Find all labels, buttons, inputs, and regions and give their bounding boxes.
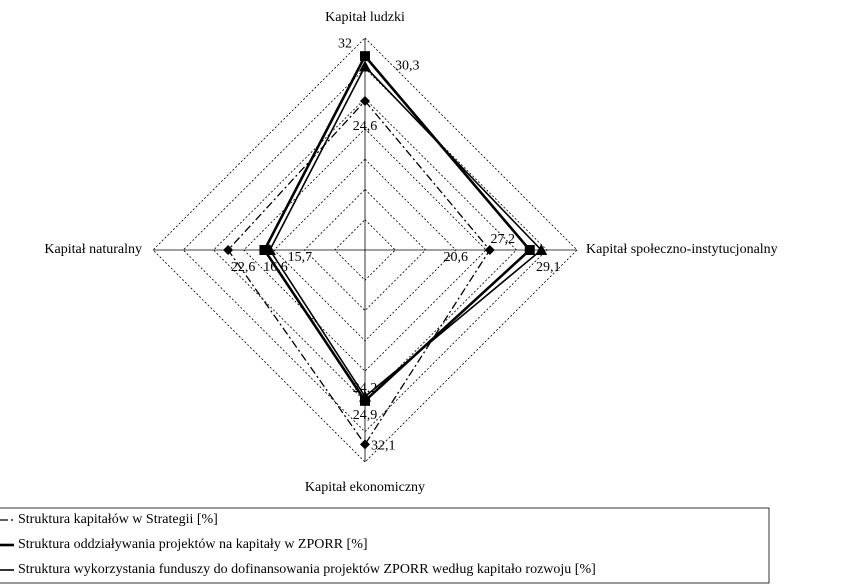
series-line <box>262 53 532 403</box>
marker <box>259 245 270 255</box>
legend-label: Struktura wykorzystania funduszy do dofi… <box>18 562 596 577</box>
legend-label: Struktura oddziaływania projektów na kap… <box>18 537 368 552</box>
data-label: 24,6 <box>353 119 378 134</box>
marker <box>484 245 495 255</box>
marker <box>223 245 234 255</box>
grid-ring <box>303 188 427 312</box>
series-line <box>227 100 491 446</box>
marker <box>524 245 535 255</box>
data-label: 30,3 <box>395 59 420 74</box>
axis-label: Kapitał ludzki <box>325 10 405 25</box>
marker <box>359 390 371 402</box>
legend-box <box>0 507 770 584</box>
axis-label: Kapitał ekonomiczny <box>305 480 425 495</box>
data-label: 29,1 <box>536 260 561 275</box>
axis-label: Kapitał naturalny <box>44 242 142 257</box>
marker <box>535 244 548 255</box>
data-label: 20,6 <box>444 250 469 265</box>
data-label: 15,7 <box>288 250 313 265</box>
data-label: 32 <box>338 36 352 51</box>
marker <box>263 244 276 255</box>
marker <box>359 60 371 72</box>
marker <box>360 439 370 450</box>
data-label: 24,2 <box>353 381 378 396</box>
data-label: 22,6 <box>231 260 256 275</box>
legend-label: Struktura kapitałów w Strategii [%] <box>18 512 218 527</box>
axis-label: Kapitał społeczno-instytucjonalny <box>586 242 778 257</box>
data-label: 24,9 <box>353 408 378 423</box>
data-label: 16,6 <box>263 260 288 275</box>
marker <box>360 95 370 106</box>
data-label: 27,2 <box>491 232 516 247</box>
marker <box>360 51 370 62</box>
data-label: 32,1 <box>371 439 396 454</box>
